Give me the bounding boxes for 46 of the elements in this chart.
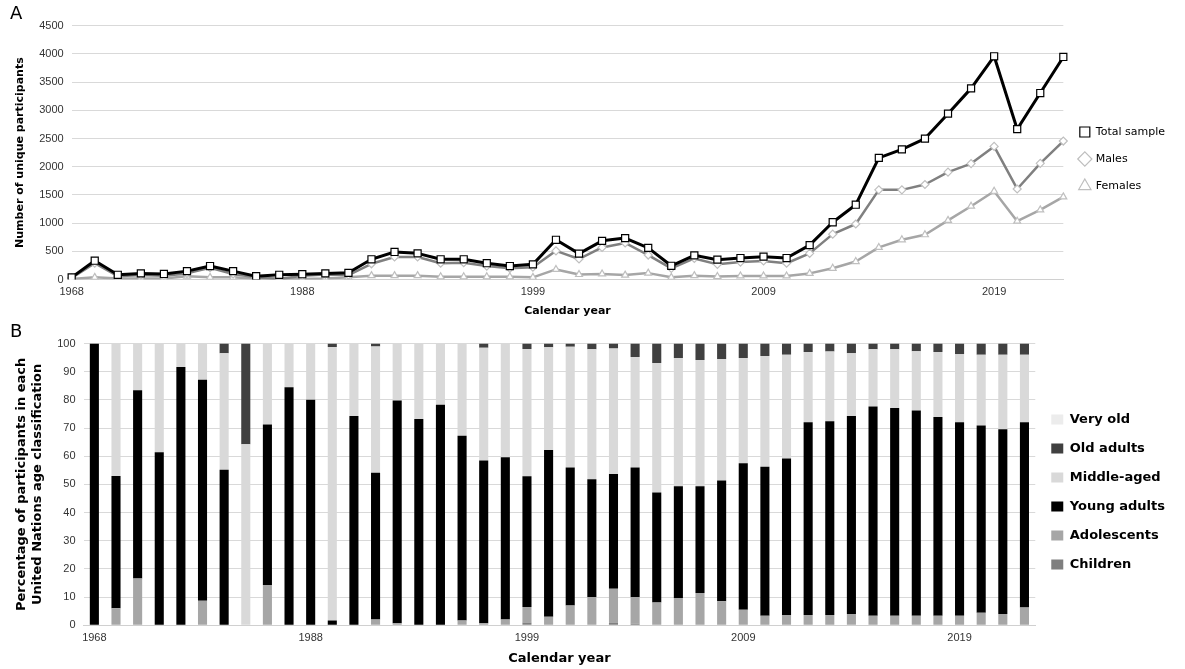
y-tick-label: 4000: [39, 46, 64, 59]
legend-label: Young adults: [1068, 497, 1166, 513]
y-tick-label: 40: [63, 505, 76, 518]
x-tick-label: 1968: [82, 630, 107, 643]
y-tick-label: 4500: [39, 18, 64, 31]
chart-title: A: [10, 2, 23, 24]
legend-label: Children: [1069, 555, 1132, 571]
y-tick-label: 10: [63, 590, 76, 603]
y-tick-label: 60: [63, 449, 76, 462]
y-axis-title: Percentage of participants in each United Nations age classification: [13, 357, 44, 611]
y-tick-label: 0: [57, 272, 64, 285]
x-tick-label: 2019: [981, 285, 1007, 298]
y-tick-label: 100: [57, 336, 76, 349]
x-axis-title: Calendar year: [524, 304, 612, 318]
legend-label: Males: [1095, 151, 1128, 165]
legend-label: Adolescents: [1069, 526, 1160, 542]
x-tick-label: 1999: [520, 285, 546, 298]
legend-label: Total sample: [1094, 124, 1166, 138]
y-tick-label: 1500: [39, 187, 64, 200]
y-tick-label: 2000: [39, 159, 64, 172]
y-tick-label: 90: [63, 364, 76, 377]
x-tick-label: 2009: [751, 285, 776, 298]
x-tick-label: 1988: [298, 630, 323, 643]
y-tick-label: 1000: [39, 216, 64, 229]
y-tick-label: 80: [63, 392, 76, 405]
y-tick-label: 2500: [39, 131, 64, 144]
y-tick-label: 500: [45, 244, 64, 257]
y-axis-title: Number of unique participants: [13, 56, 27, 248]
x-tick-label: 2019: [947, 630, 972, 643]
y-tick-label: 0: [69, 618, 76, 631]
y-tick-label: 70: [63, 421, 76, 434]
chart-title: B: [10, 320, 23, 342]
y-tick-label: 20: [63, 561, 76, 574]
legend-label: Females: [1095, 178, 1142, 192]
y-tick-label: 3500: [39, 75, 64, 88]
legend-label: Very old: [1069, 410, 1131, 426]
x-axis-title: Calendar year: [508, 649, 612, 665]
x-tick-label: 1968: [59, 285, 84, 298]
y-tick-label: 30: [63, 533, 76, 546]
x-tick-label: 1999: [514, 630, 540, 643]
x-tick-label: 2009: [731, 630, 756, 643]
y-tick-label: 50: [63, 477, 76, 490]
x-tick-label: 1988: [290, 285, 315, 298]
legend-label: Old adults: [1069, 439, 1146, 455]
y-tick-label: 3000: [39, 103, 64, 116]
legend-label: Middle-aged: [1069, 468, 1161, 484]
